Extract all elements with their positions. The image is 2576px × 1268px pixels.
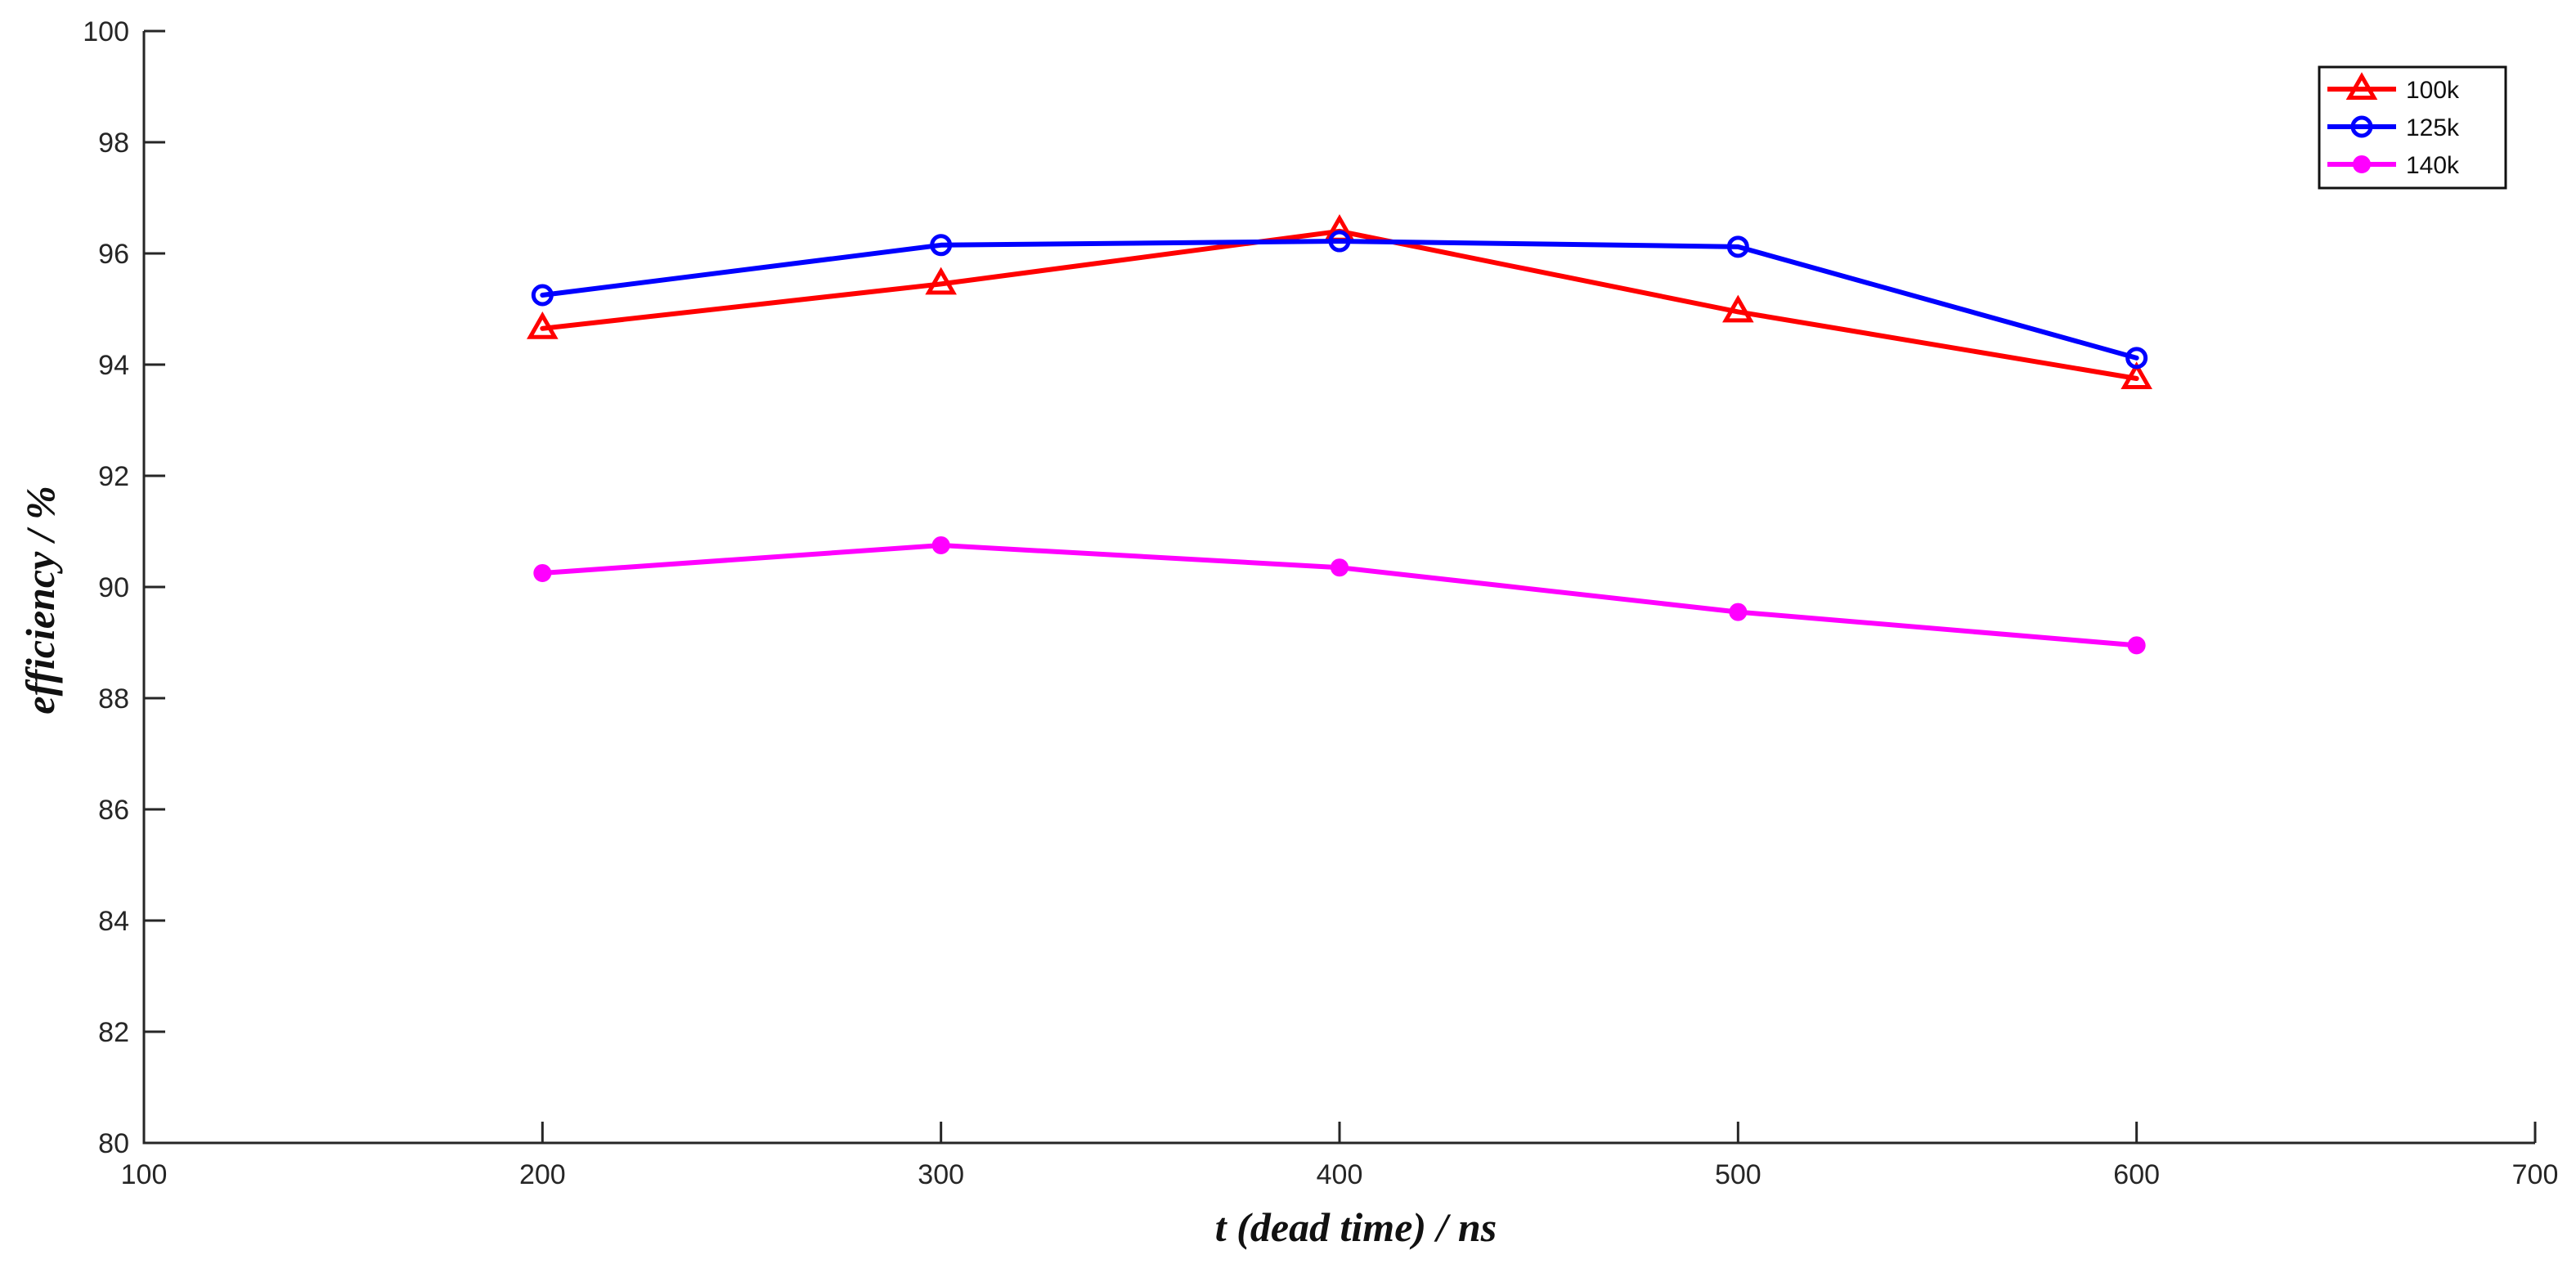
legend: 100k 125k 140k — [2318, 65, 2507, 190]
y-tick-label: 80 — [98, 1128, 129, 1159]
data-point — [533, 564, 552, 582]
data-point — [1729, 603, 1748, 621]
y-tick-label: 82 — [98, 1017, 129, 1048]
legend-marker — [2350, 115, 2373, 138]
data-point — [931, 536, 950, 554]
y-tick-label: 92 — [98, 461, 129, 492]
axes: 100 200 300 400 500 600 700 80 82 84 86 88 90 92 94 96 9… — [83, 16, 2558, 1190]
legend-marker — [2353, 155, 2371, 173]
series-125k — [531, 230, 2148, 370]
series-group — [527, 214, 2152, 655]
y-axis-title: efficiency / % — [17, 486, 63, 715]
data-point — [930, 234, 953, 257]
series-140k — [533, 536, 2146, 655]
y-tick-label: 90 — [98, 572, 129, 603]
data-point — [1328, 230, 1351, 253]
data-point — [1722, 294, 1754, 323]
data-point — [2125, 347, 2148, 370]
x-axis-title: t (dead time) / ns — [1215, 1204, 1497, 1250]
x-tick-label: 300 — [918, 1159, 964, 1190]
y-tick-label: 86 — [98, 795, 129, 826]
x-tick-label: 200 — [519, 1159, 566, 1190]
series-line — [540, 239, 2139, 361]
y-tick-label: 98 — [98, 128, 129, 159]
series-line — [540, 228, 2139, 381]
data-point — [1331, 558, 1349, 577]
data-point — [1726, 235, 1749, 258]
y-tick-label: 94 — [98, 350, 129, 381]
legend-marker — [2345, 72, 2378, 100]
legend-item-100k: 100k — [2327, 72, 2460, 104]
legend-label: 125k — [2406, 114, 2460, 141]
legend-label: 100k — [2406, 77, 2460, 104]
y-tick-label: 84 — [98, 906, 129, 937]
data-point — [925, 267, 957, 295]
x-tick-label: 400 — [1317, 1159, 1363, 1190]
x-tick-label: 500 — [1715, 1159, 1761, 1190]
x-tick-label: 100 — [121, 1159, 168, 1190]
data-point — [527, 311, 559, 339]
y-tick-label: 88 — [98, 683, 129, 715]
y-tick-label: 100 — [83, 16, 129, 47]
data-point — [2127, 636, 2146, 655]
x-tick-label: 700 — [2512, 1159, 2559, 1190]
x-tick-label: 600 — [2113, 1159, 2160, 1190]
data-point — [2120, 361, 2152, 389]
y-tick-label: 96 — [98, 239, 129, 270]
legend-item-140k: 140k — [2327, 152, 2460, 179]
legend-label: 140k — [2406, 152, 2460, 179]
data-point — [531, 284, 554, 307]
legend-item-125k: 125k — [2327, 114, 2460, 141]
